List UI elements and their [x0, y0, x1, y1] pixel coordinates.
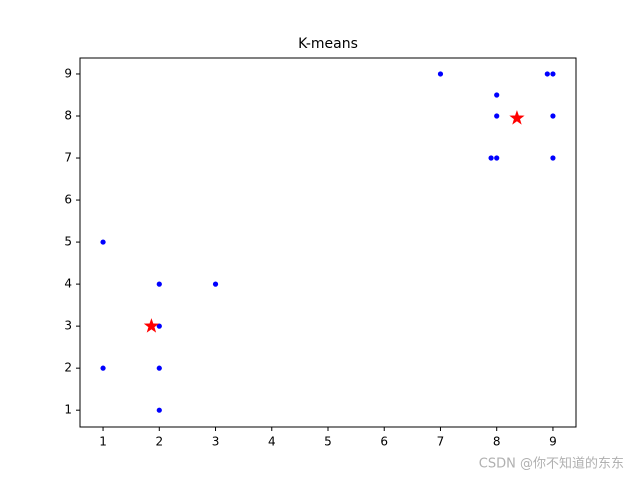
- x-tick-label: 9: [549, 435, 557, 449]
- data-point: [494, 113, 500, 119]
- data-point: [550, 71, 556, 77]
- y-tick-label: 5: [64, 235, 72, 249]
- x-tick-label: 1: [99, 435, 107, 449]
- data-point: [550, 113, 556, 119]
- y-tick-label: 6: [64, 193, 72, 207]
- data-point: [100, 365, 106, 371]
- data-point: [156, 323, 162, 329]
- centroid-marker: [143, 318, 160, 333]
- y-tick-label: 9: [64, 66, 72, 80]
- x-tick-label: 4: [268, 435, 276, 449]
- data-point: [156, 365, 162, 371]
- chart-title: K-means: [298, 36, 358, 52]
- data-point: [550, 155, 556, 161]
- data-point: [156, 407, 162, 413]
- data-point: [212, 281, 219, 287]
- y-tick-label: 7: [64, 151, 72, 165]
- y-tick-label: 2: [64, 361, 72, 375]
- data-point: [100, 239, 106, 245]
- data-point: [156, 281, 162, 287]
- y-tick-label: 4: [64, 277, 72, 291]
- data-point: [437, 71, 444, 77]
- x-tick-label: 2: [155, 435, 163, 449]
- watermark: CSDN @你不知道的东东: [479, 456, 624, 472]
- x-tick-label: 8: [493, 435, 501, 449]
- x-tick-label: 5: [324, 435, 332, 449]
- y-tick-label: 1: [64, 403, 72, 417]
- x-tick-label: 3: [212, 435, 220, 449]
- data-point: [494, 92, 500, 98]
- data-point: [544, 71, 550, 77]
- y-tick-label: 8: [64, 108, 72, 122]
- x-tick-label: 6: [380, 435, 388, 449]
- x-tick-label: 7: [437, 435, 445, 449]
- centroid-marker: [509, 110, 525, 125]
- data-point: [488, 155, 494, 161]
- plot-frame: [79, 57, 577, 428]
- data-point: [494, 155, 500, 161]
- y-tick-label: 3: [64, 319, 72, 333]
